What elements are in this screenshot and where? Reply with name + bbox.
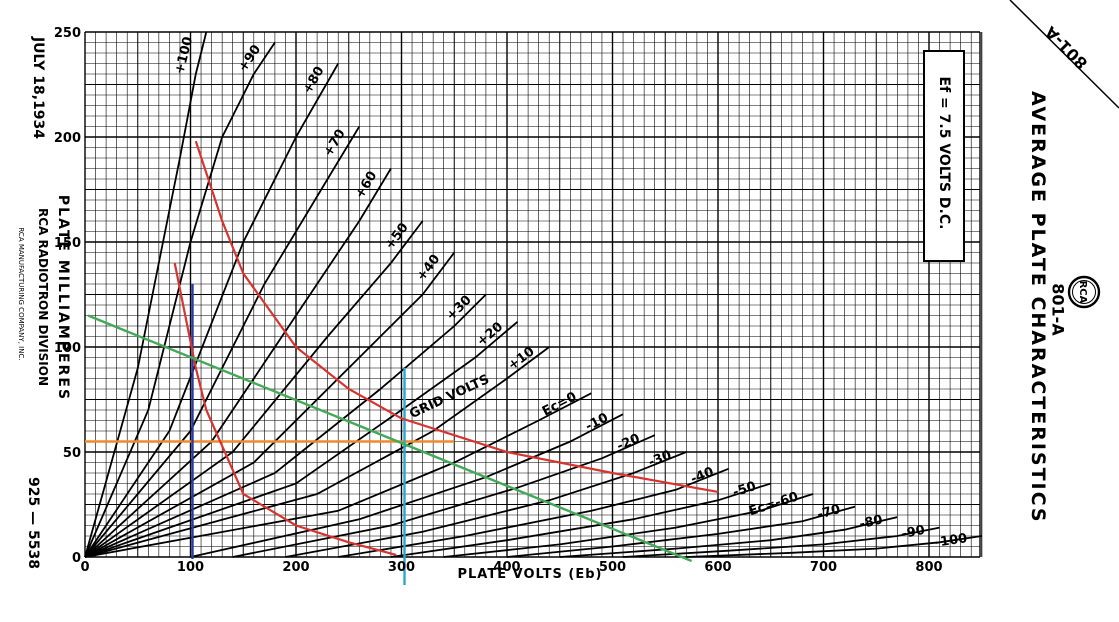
grid-curve <box>84 220 424 558</box>
grid-curve <box>390 482 772 558</box>
grid-curve <box>84 41 276 558</box>
grid-curve <box>84 63 339 558</box>
curve-label: +30 <box>444 293 475 324</box>
axis-ticks: 0 100 200 300 400 500 600 700 800 0 50 100 150 200 250 <box>54 26 943 575</box>
curve-label: -20 <box>615 431 643 454</box>
curve-label: +90 <box>236 42 265 74</box>
grid-curve <box>559 516 898 558</box>
filament-note: Ef = 7.5 VOLTS D.C. <box>936 76 952 230</box>
grid-curve <box>622 526 940 558</box>
curve-label: -50 <box>731 479 758 500</box>
grid-curve <box>506 505 856 558</box>
curve-label: -70 <box>816 502 843 523</box>
grid-voltage-curves <box>84 31 982 558</box>
filament-note-box: Ef = 7.5 VOLTS D.C. <box>923 50 965 262</box>
grid-curve <box>285 451 687 558</box>
grid-curve <box>84 392 592 558</box>
grid-curve <box>84 321 519 558</box>
y-tick-label: 250 <box>54 26 81 41</box>
curve-label: -90 <box>900 523 926 542</box>
load-line <box>87 314 693 563</box>
grid-curve <box>84 346 550 558</box>
grid-curve <box>84 126 361 558</box>
y-tick-label: 200 <box>54 131 81 146</box>
curve-label: -30 <box>646 448 673 471</box>
x-tick-label: 200 <box>282 560 309 575</box>
x-tick-label: 800 <box>915 560 942 575</box>
corner-tab: 801-A <box>1009 0 1119 109</box>
curve-label: +40 <box>414 252 443 284</box>
x-tick-label: 700 <box>810 560 837 575</box>
x-tick-label: 300 <box>388 560 415 575</box>
grid-curve <box>84 168 392 558</box>
curve-label: -40 <box>689 465 716 488</box>
red-curve-lower <box>173 262 397 556</box>
x-tick-label: 600 <box>704 560 731 575</box>
grid-curve <box>686 535 982 558</box>
x-tick-label: 100 <box>177 560 204 575</box>
curve-label: -80 <box>858 512 884 532</box>
y-tick-label: 100 <box>54 341 81 356</box>
x-tick-label: 400 <box>493 560 520 575</box>
grid-curve <box>232 434 656 558</box>
y-tick-label: 150 <box>54 236 81 251</box>
grid-curve <box>84 293 487 558</box>
grid-curve <box>84 251 456 558</box>
grid-curve <box>338 467 729 558</box>
red-curve-upper <box>194 140 719 493</box>
curve-label: +10 <box>505 344 537 373</box>
curve-label: +50 <box>382 220 411 252</box>
curve-label: +80 <box>300 64 327 97</box>
overlay-lines <box>85 140 719 585</box>
rca-logo: RCA <box>1067 275 1101 309</box>
y-tick-label: 0 <box>72 551 81 566</box>
grid-curve <box>84 31 208 558</box>
chart-grid <box>84 31 983 558</box>
y-tick-label: 50 <box>63 446 81 461</box>
curve-label: +70 <box>321 127 349 160</box>
grid-curve <box>443 493 814 558</box>
x-tick-label: 500 <box>599 560 626 575</box>
x-tick-label: 0 <box>80 560 89 575</box>
x-axis-label: PLATE VOLTS (Eb) <box>457 567 603 582</box>
curve-label: -100 <box>934 531 968 551</box>
curve-label: +100 <box>172 35 196 76</box>
rca-logo-text: RCA <box>1077 281 1088 304</box>
curve-label: +60 <box>353 169 381 202</box>
